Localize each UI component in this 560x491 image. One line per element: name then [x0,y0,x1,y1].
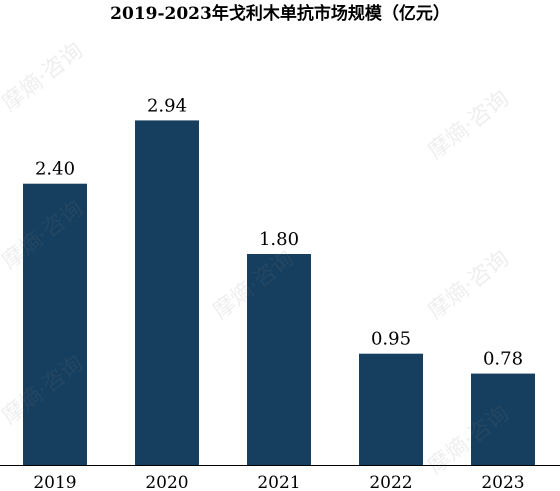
bar-2020 [135,120,199,466]
x-tick-label-2020: 2020 [145,473,188,491]
x-tick-label-2019: 2019 [33,473,76,491]
value-label-2019: 2.40 [35,159,75,180]
chart-title: 2019-2023年戈利木单抗市场规模（亿元） [110,4,450,24]
bar-2023 [471,373,535,465]
value-label-2021: 1.80 [259,229,299,250]
x-tick-label-2023: 2023 [481,473,524,491]
bars-group [23,120,535,466]
bar-2021 [247,254,311,465]
bar-2019 [23,183,87,465]
x-tick-labels-group: 2019 2020 2021 2022 2023 [33,473,524,491]
x-tick-label-2021: 2021 [257,473,300,491]
bar-2022 [359,353,423,465]
value-label-2022: 0.95 [371,329,411,350]
x-tick-label-2022: 2022 [369,473,412,491]
value-label-2023: 0.78 [483,349,523,370]
value-labels-group: 2.40 2.94 1.80 0.95 0.78 [35,95,523,369]
value-label-2020: 2.94 [147,95,187,116]
